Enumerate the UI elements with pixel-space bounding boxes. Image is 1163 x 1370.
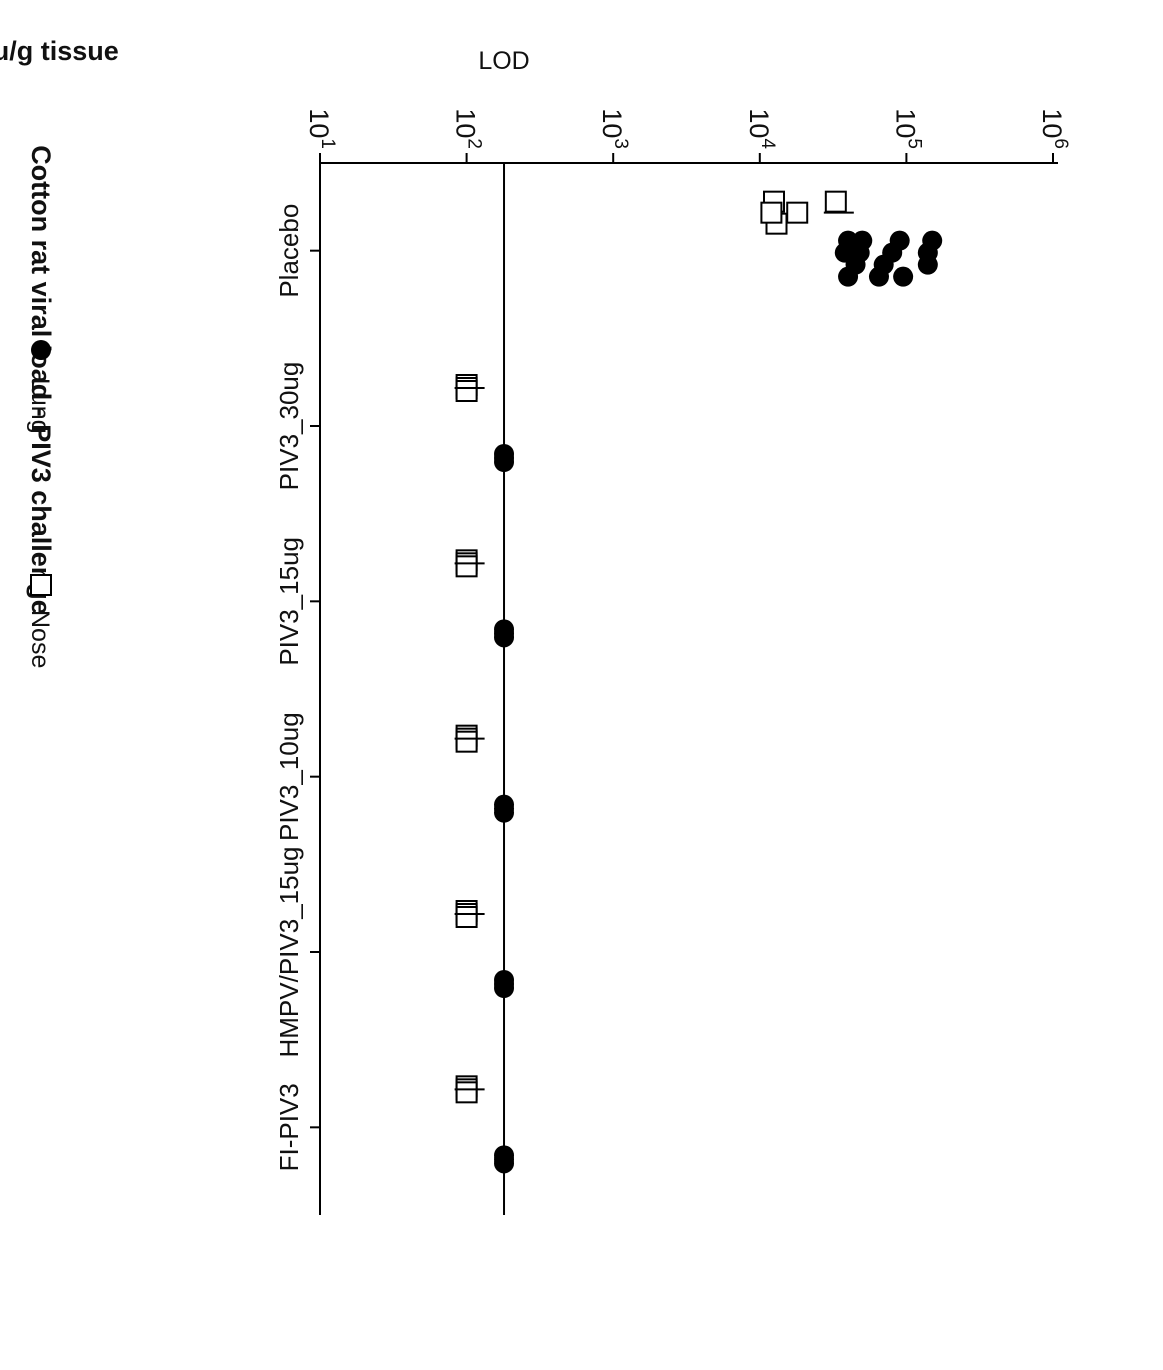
nose-marker	[824, 190, 847, 213]
lung-marker	[893, 266, 914, 287]
lung-marker	[834, 242, 855, 263]
y-tick-label-base: 10	[451, 108, 481, 138]
y-tick-label-exponent: 4	[757, 138, 778, 149]
nose-marker	[455, 380, 478, 402]
y-tick-label-exponent: 5	[903, 138, 924, 149]
x-tick-label: Placebo	[274, 204, 304, 298]
legend-lung-marker	[31, 340, 51, 360]
nose-marker	[760, 201, 783, 224]
y-tick-label-base: 10	[304, 108, 334, 138]
nose-marker	[786, 201, 809, 224]
lung-marker	[494, 978, 515, 998]
legend-nose-marker	[30, 574, 52, 596]
y-tick-label-base: 10	[890, 108, 920, 138]
legend-nose-label: Nose	[26, 610, 54, 668]
y-tick-label-base: 10	[597, 108, 627, 138]
legend-lung-label: Lung	[26, 378, 54, 434]
y-tick-label-exponent: 3	[610, 138, 631, 149]
y-tick-label-exponent: 1	[317, 138, 338, 149]
x-tick-label: PIV3_10ug	[274, 712, 304, 841]
nose-marker	[455, 1081, 478, 1104]
y-tick-label-exponent: 2	[464, 138, 485, 149]
y-tick-label-exponent: 6	[1050, 138, 1071, 149]
y-tick-label: 106	[1037, 108, 1071, 149]
y-tick-label: 103	[597, 108, 631, 149]
y-tick-label: 105	[890, 108, 924, 149]
lung-marker	[494, 802, 515, 823]
nose-marker	[455, 555, 478, 578]
nose-marker	[455, 730, 478, 753]
plot-area: 106105104103102101PlaceboPIV3_30ugPIV3_1…	[274, 47, 1071, 1215]
nose-marker	[455, 906, 478, 928]
y-tick-label-base: 10	[1037, 108, 1067, 138]
y-tick-label: 104	[744, 108, 778, 149]
lung-marker	[868, 266, 889, 287]
x-tick-label: PIV3_30ug	[274, 362, 304, 491]
x-tick-label: PIV3_15ug	[274, 537, 304, 666]
lung-marker	[917, 254, 938, 275]
y-axis-label: pfu/g tissue	[0, 36, 119, 66]
y-tick-label: 102	[451, 108, 485, 149]
chart-title: Cotton rat viral load - PIV3 challenge	[26, 145, 56, 615]
lung-marker	[838, 266, 859, 287]
lod-label: LOD	[478, 47, 529, 75]
lung-marker	[494, 627, 515, 648]
x-tick-label: HMPV/PIV3_15ug	[274, 846, 304, 1057]
rotated-chart: Cotton rat viral load - PIV3 challenge p…	[0, 36, 1071, 1215]
y-tick-label-base: 10	[744, 108, 774, 138]
lung-marker	[494, 452, 515, 472]
lung-marker	[494, 1153, 515, 1174]
x-tick-label: FI-PIV3	[274, 1083, 304, 1171]
y-tick-label: 101	[304, 108, 338, 149]
legend: Lung Nose	[26, 340, 54, 668]
